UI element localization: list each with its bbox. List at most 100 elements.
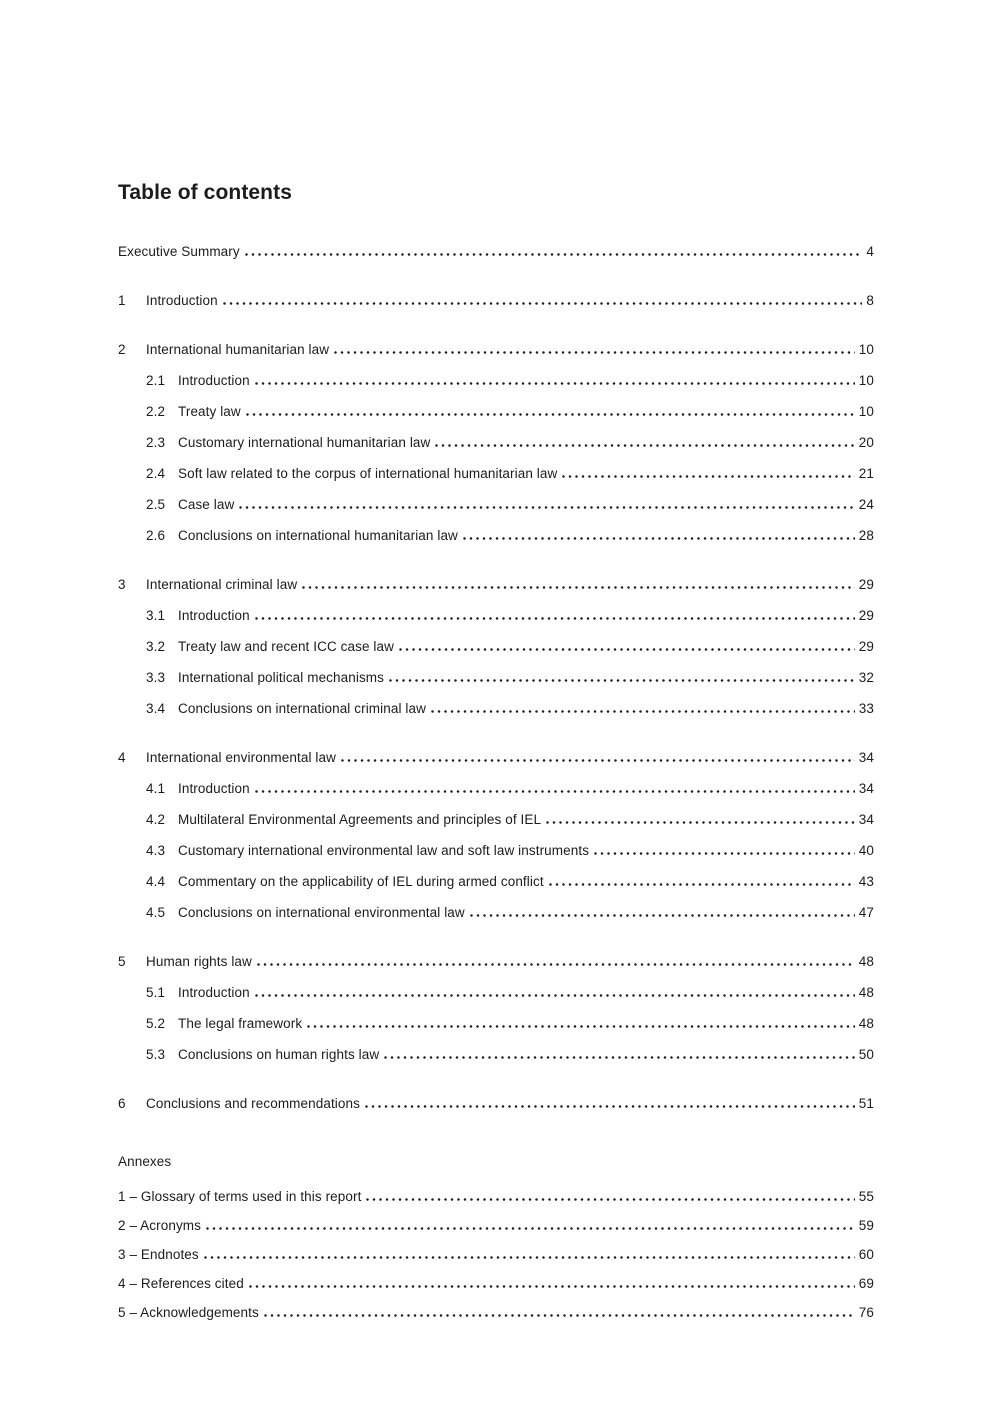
toc-entry[interactable]: 2.3 Customary international humanitarian … <box>118 427 874 458</box>
entry-page-number: 20 <box>858 435 874 450</box>
toc-entry[interactable]: 6 Conclusions and recommendations 51 <box>118 1088 874 1119</box>
entry-page-number: 10 <box>858 342 874 357</box>
entry-number: 4 <box>118 750 126 765</box>
toc-entry[interactable]: 4.5 Conclusions on international environm… <box>118 897 874 928</box>
toc-entry[interactable]: 2.1 Introduction 10 <box>118 365 874 396</box>
entry-number: 3.3 <box>146 670 166 685</box>
entry-number: 4.4 <box>146 874 166 889</box>
entry-page-number: 43 <box>858 874 874 889</box>
entry-label: Customary international environmental la… <box>178 843 590 858</box>
entry-number: 3.1 <box>146 608 166 623</box>
entry-page-number: 47 <box>858 905 874 920</box>
dot-leader <box>546 821 855 824</box>
entry-page-number: 32 <box>858 670 874 685</box>
toc-entry[interactable]: 1 Introduction 8 <box>118 285 874 316</box>
entry-label: The legal framework <box>178 1016 303 1031</box>
dot-leader <box>254 617 855 620</box>
dot-leader <box>364 1105 855 1108</box>
toc-entry[interactable]: 4.1 Introduction 34 <box>118 773 874 804</box>
entry-label: Conclusions on human rights law <box>178 1047 380 1062</box>
dot-leader <box>340 759 855 762</box>
dot-leader <box>594 852 855 855</box>
entry-page-number: 10 <box>858 373 874 388</box>
entry-number: 2 <box>118 342 126 357</box>
entry-page-number: 48 <box>858 1016 874 1031</box>
entry-page-number: 40 <box>858 843 874 858</box>
dot-leader <box>366 1198 855 1201</box>
entry-label: Conclusions and recommendations <box>146 1096 360 1111</box>
toc-entry[interactable]: 4.3 Customary international environmental… <box>118 835 874 866</box>
entry-page-number: 8 <box>866 293 874 308</box>
toc-entry[interactable]: 5.2 The legal framework 48 <box>118 1008 874 1039</box>
dot-leader <box>245 413 855 416</box>
entry-page-number: 29 <box>858 577 874 592</box>
toc-entry[interactable]: Executive Summary 4 <box>118 236 874 267</box>
dot-leader <box>430 710 855 713</box>
entry-label: Human rights law <box>146 954 252 969</box>
toc-entry[interactable]: 4 International environmental law 34 <box>118 742 874 773</box>
entry-number: 4.3 <box>146 843 166 858</box>
toc-entry[interactable]: 4.2 Multilateral Environmental Agreements… <box>118 804 874 835</box>
toc-entry[interactable]: 5.1 Introduction 48 <box>118 977 874 1008</box>
toc-entry[interactable]: 3.3 International political mechanisms 32 <box>118 662 874 693</box>
toc-entry[interactable]: 3.1 Introduction 29 <box>118 600 874 631</box>
toc-entry[interactable]: 3 International criminal law 29 <box>118 569 874 600</box>
entry-number: 2.3 <box>146 435 166 450</box>
entry-label: Introduction <box>146 293 218 308</box>
entry-label: Introduction <box>178 608 250 623</box>
dot-leader <box>462 537 855 540</box>
toc-entry[interactable]: 5.3 Conclusions on human rights law 50 <box>118 1039 874 1070</box>
entry-number: 5.1 <box>146 985 166 1000</box>
annex-entry[interactable]: 2 – Acronyms 59 <box>118 1211 874 1240</box>
dot-leader <box>222 302 863 305</box>
entry-page-number: 51 <box>858 1096 874 1111</box>
entry-label: Soft law related to the corpus of intern… <box>178 466 558 481</box>
entry-page-number: 50 <box>858 1047 874 1062</box>
entry-label: Conclusions on international humanitaria… <box>178 528 458 543</box>
toc-entry[interactable]: 2.5 Case law 24 <box>118 489 874 520</box>
toc-entry[interactable]: 3.2 Treaty law and recent ICC case law 29 <box>118 631 874 662</box>
toc-entry[interactable]: 2.2 Treaty law 10 <box>118 396 874 427</box>
entry-label: 5 – Acknowledgements <box>118 1305 259 1320</box>
toc-entry[interactable]: 3.4 Conclusions on international criminal… <box>118 693 874 724</box>
entry-label: 2 – Acronyms <box>118 1218 201 1233</box>
entry-number: 2.4 <box>146 466 166 481</box>
entry-number: 2.2 <box>146 404 166 419</box>
annex-entry[interactable]: 3 – Endnotes 60 <box>118 1240 874 1269</box>
toc-entry[interactable]: 2.6 Conclusions on international humanita… <box>118 520 874 551</box>
entry-page-number: 24 <box>858 497 874 512</box>
annex-entry[interactable]: 5 – Acknowledgements 76 <box>118 1298 874 1327</box>
dot-leader <box>256 963 855 966</box>
entry-label: Commentary on the applicability of IEL d… <box>178 874 544 889</box>
entry-number: 2.5 <box>146 497 166 512</box>
toc-entry[interactable]: 5 Human rights law 48 <box>118 946 874 977</box>
toc-entry[interactable]: 2.4 Soft law related to the corpus of int… <box>118 458 874 489</box>
entry-label: Executive Summary <box>118 244 240 259</box>
page-title: Table of contents <box>118 181 292 204</box>
dot-leader <box>244 253 863 256</box>
annex-entry[interactable]: 4 – References cited 69 <box>118 1269 874 1298</box>
entry-label: Customary international humanitarian law <box>178 435 431 450</box>
dot-leader <box>469 914 855 917</box>
entry-label: Conclusions on international environment… <box>178 905 465 920</box>
entry-page-number: 55 <box>858 1189 874 1204</box>
entry-page-number: 10 <box>858 404 874 419</box>
entry-label: Case law <box>178 497 235 512</box>
entry-page-number: 4 <box>866 244 874 259</box>
entry-label: Introduction <box>178 373 250 388</box>
entry-label: International criminal law <box>146 577 298 592</box>
entry-page-number: 21 <box>858 466 874 481</box>
entry-page-number: 29 <box>858 639 874 654</box>
dot-leader <box>254 790 855 793</box>
entry-number: 4.5 <box>146 905 166 920</box>
entry-page-number: 34 <box>858 750 874 765</box>
toc-content: Table of contents Executive Summary 4 1 Int… <box>118 180 874 1327</box>
toc-entry[interactable]: 4.4 Commentary on the applicability of IE… <box>118 866 874 897</box>
entry-number: 4.1 <box>146 781 166 796</box>
dot-leader <box>562 475 855 478</box>
entry-page-number: 48 <box>858 954 874 969</box>
entry-number: 3 <box>118 577 126 592</box>
annex-entry[interactable]: 1 – Glossary of terms used in this repor… <box>118 1182 874 1211</box>
toc-entry[interactable]: 2 International humanitarian law 10 <box>118 334 874 365</box>
entry-page-number: 34 <box>858 812 874 827</box>
